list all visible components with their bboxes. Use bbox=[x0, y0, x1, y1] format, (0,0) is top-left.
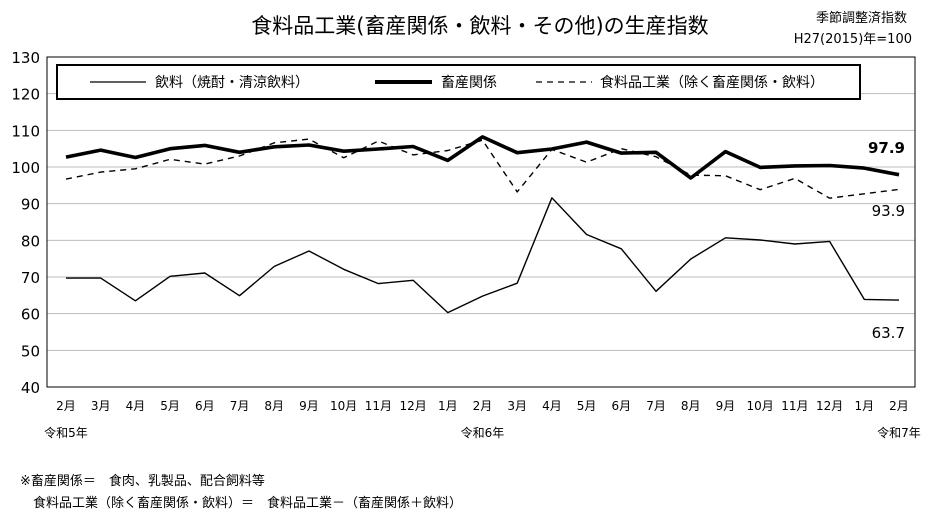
legend-label-food-excl: 食料品工業（除く畜産関係・飲料） bbox=[600, 74, 824, 91]
x-tick-label: 4月 bbox=[542, 399, 562, 413]
series-line-food-excl bbox=[65, 138, 900, 199]
y-tick-label: 50 bbox=[21, 342, 40, 360]
y-tick-label: 60 bbox=[21, 306, 40, 324]
x-tick-label: 10月 bbox=[747, 399, 774, 413]
year-label: 令和7年 bbox=[877, 425, 921, 440]
x-tick-label: 2月 bbox=[56, 399, 76, 413]
end-label-food-excl: 93.9 bbox=[872, 202, 905, 220]
series-line-livestock bbox=[65, 135, 900, 180]
year-label: 令和6年 bbox=[461, 425, 505, 440]
y-tick-label: 70 bbox=[21, 269, 40, 287]
legend-label-beverage: 飲料（焼酎・清涼飲料） bbox=[155, 75, 309, 91]
y-tick-label: 90 bbox=[21, 196, 40, 214]
series-lines bbox=[65, 135, 900, 314]
legend: 飲料（焼酎・清涼飲料） 畜産関係 食料品工業（除く畜産関係・飲料） bbox=[56, 64, 861, 100]
x-tick-label: 12月 bbox=[816, 399, 843, 413]
x-tick-label: 12月 bbox=[399, 399, 426, 413]
y-tick-label: 110 bbox=[11, 122, 40, 140]
chart-title: 食料品工業(畜産関係・飲料・その他)の生産指数 bbox=[251, 14, 708, 38]
note-food-excl-definition: 食料品工業（除く畜産関係・飲料）＝ 食料品工業－（畜産関係＋飲料） bbox=[20, 496, 463, 511]
x-tick-label: 6月 bbox=[195, 399, 215, 413]
plot-frame bbox=[46, 56, 916, 388]
x-tick-label: 8月 bbox=[264, 399, 284, 413]
x-axis-ticks: 2月 3月 4月 5月 6月 7月 8月 9月 10月 11月 12月 1月 2月 3月 4月 5月 6月 7月 8… bbox=[56, 399, 909, 413]
end-label-livestock: 97.9 bbox=[868, 139, 905, 157]
x-tick-label: 9月 bbox=[716, 399, 736, 413]
x-tick-label: 6月 bbox=[612, 399, 632, 413]
x-tick-label: 3月 bbox=[91, 399, 111, 413]
year-label: 令和5年 bbox=[44, 425, 88, 440]
y-tick-label: 80 bbox=[21, 232, 40, 250]
x-tick-label: 9月 bbox=[299, 399, 319, 413]
x-tick-label: 5月 bbox=[577, 399, 597, 413]
x-tick-label: 11月 bbox=[365, 399, 392, 413]
x-tick-label: 7月 bbox=[230, 399, 250, 413]
x-tick-label: 1月 bbox=[438, 399, 458, 413]
x-tick-label: 7月 bbox=[646, 399, 666, 413]
chart-subtitle-line1: 季節調整済指数 bbox=[816, 10, 907, 26]
y-axis-ticks: 40 50 60 70 80 90 100 110 120 130 bbox=[11, 49, 40, 397]
chart-subtitle-line2: H27(2015)年=100 bbox=[794, 32, 912, 47]
x-tick-label: 1月 bbox=[854, 399, 874, 413]
year-labels: 令和5年 令和6年 令和7年 bbox=[44, 425, 921, 440]
legend-label-livestock: 畜産関係 bbox=[441, 75, 497, 91]
note-livestock-definition: ※畜産関係＝ 食肉、乳製品、配合飼料等 bbox=[20, 474, 265, 489]
y-tick-label: 40 bbox=[21, 379, 40, 397]
end-label-beverage: 63.7 bbox=[872, 324, 905, 342]
y-tick-label: 100 bbox=[11, 159, 40, 177]
x-tick-label: 3月 bbox=[507, 399, 527, 413]
x-tick-label: 8月 bbox=[681, 399, 701, 413]
x-tick-label: 4月 bbox=[126, 399, 146, 413]
x-tick-label: 5月 bbox=[160, 399, 180, 413]
gridlines bbox=[47, 93, 915, 351]
x-tick-label: 2月 bbox=[889, 399, 909, 413]
series-line-beverage bbox=[66, 197, 900, 314]
y-tick-label: 130 bbox=[11, 49, 40, 67]
x-tick-label: 10月 bbox=[330, 399, 357, 413]
y-tick-label: 120 bbox=[11, 86, 40, 104]
x-tick-label: 11月 bbox=[781, 399, 808, 413]
legend-box bbox=[56, 64, 861, 100]
x-tick-label: 2月 bbox=[473, 399, 493, 413]
